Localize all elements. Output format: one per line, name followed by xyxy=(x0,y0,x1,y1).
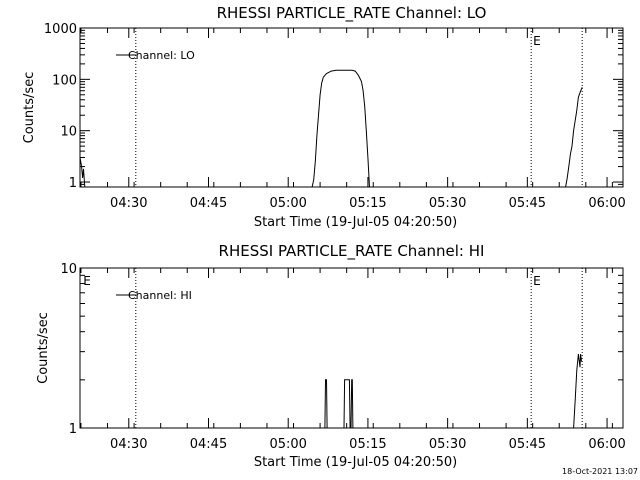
hi-x-tick-label: 04:30 xyxy=(110,437,147,452)
lo-x-tick-label: 05:15 xyxy=(349,196,386,211)
hi-series-line xyxy=(343,379,354,429)
footer-timestamp: 18-Oct-2021 13:07 xyxy=(562,467,638,476)
lo-series-line xyxy=(565,87,583,188)
hi-x-axis-label: Start Time (19-Jul-05 04:20:50) xyxy=(254,455,457,470)
lo-x-axis-label: Start Time (19-Jul-05 04:20:50) xyxy=(254,215,457,230)
lo-x-tick-label: 04:30 xyxy=(110,196,147,211)
lo-x-tick-label: 05:45 xyxy=(509,196,546,211)
lo-x-tick-label: 05:00 xyxy=(269,196,306,211)
hi-marker-label: E xyxy=(533,274,541,288)
lo-x-tick-label: 05:30 xyxy=(429,196,466,211)
hi-x-tick-label: 05:00 xyxy=(269,437,306,452)
hi-x-tick-label: 04:45 xyxy=(190,437,227,452)
lo-y-axis-label: Counts/sec xyxy=(22,72,37,144)
hi-y-tick-label: 10 xyxy=(60,262,77,277)
hi-marker-label: E xyxy=(83,274,91,288)
lo-series-line xyxy=(311,69,370,188)
lo-series-line xyxy=(79,157,86,188)
hi-series-line xyxy=(573,353,582,429)
lo-x-tick-label: 06:00 xyxy=(588,196,625,211)
lo-marker-label: E xyxy=(533,34,541,48)
lo-legend-label: Channel: LO xyxy=(128,49,195,62)
lo-plot-frame xyxy=(79,27,624,188)
hi-chart-title: RHESSI PARTICLE_RATE Channel: HI xyxy=(219,242,485,261)
hi-x-tick-label: 05:30 xyxy=(429,437,466,452)
lo-y-tick-label: 1 xyxy=(69,176,77,191)
lo-chart-title: RHESSI PARTICLE_RATE Channel: LO xyxy=(217,4,487,23)
lo-y-tick-label: 1000 xyxy=(44,22,77,37)
lo-channel-panel: RHESSI PARTICLE_RATE Channel: LO 1 10 100 10… xyxy=(22,4,626,230)
hi-channel-panel: RHESSI PARTICLE_RATE Channel: HI 1 10 04:30… xyxy=(36,242,626,470)
hi-y-tick-label: 1 xyxy=(69,422,77,437)
hi-x-tick-label: 06:00 xyxy=(588,437,625,452)
hi-x-tick-label: 05:15 xyxy=(349,437,386,452)
lo-x-tick-label: 04:45 xyxy=(190,196,227,211)
hi-legend-label: Channel: HI xyxy=(128,289,192,302)
hi-series-line xyxy=(324,379,328,429)
lo-y-tick-label: 100 xyxy=(52,73,77,88)
lo-y-tick-label: 10 xyxy=(60,125,77,140)
hi-x-tick-label: 05:45 xyxy=(509,437,546,452)
hi-y-axis-label: Counts/sec xyxy=(36,312,51,384)
